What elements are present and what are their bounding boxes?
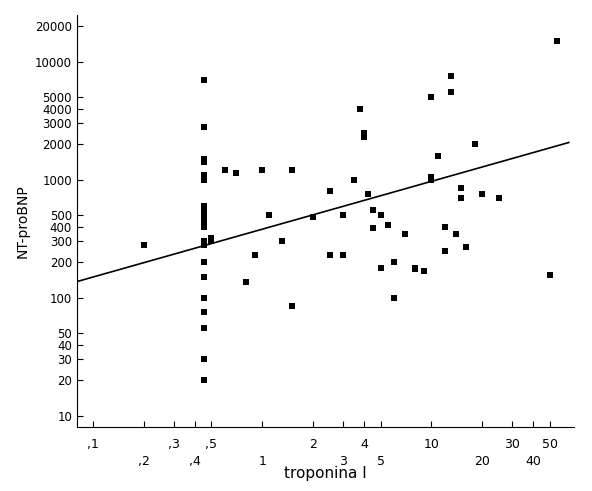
Point	[199, 308, 208, 316]
Point	[199, 376, 208, 384]
Point	[410, 265, 420, 273]
Point	[338, 251, 348, 259]
Point	[287, 302, 297, 310]
Point	[199, 238, 208, 246]
Point	[470, 140, 480, 148]
Point	[231, 168, 241, 176]
Point	[308, 214, 318, 221]
Text: 50: 50	[542, 438, 558, 451]
Point	[446, 88, 455, 96]
Point	[199, 123, 208, 131]
Point	[199, 355, 208, 363]
Point	[461, 243, 471, 251]
Point	[325, 187, 334, 195]
Point	[207, 238, 216, 246]
Point	[376, 211, 385, 219]
Point	[494, 194, 503, 202]
Point	[199, 325, 208, 332]
Point	[338, 211, 348, 219]
Point	[265, 211, 274, 219]
Point	[446, 73, 455, 81]
Point	[419, 267, 429, 274]
Point	[456, 184, 466, 192]
Text: ,2: ,2	[139, 455, 150, 468]
Point	[376, 264, 385, 272]
Point	[199, 202, 208, 210]
Point	[363, 191, 372, 198]
Point	[199, 308, 208, 316]
Text: 5: 5	[377, 455, 385, 468]
Point	[199, 294, 208, 301]
Point	[545, 272, 554, 279]
Point	[552, 37, 561, 45]
Text: ,3: ,3	[168, 438, 180, 451]
Point	[440, 247, 449, 255]
Text: 10: 10	[423, 438, 439, 451]
Point	[456, 194, 466, 202]
Point	[359, 129, 369, 136]
Point	[199, 176, 208, 184]
Point	[199, 241, 208, 249]
Text: troponina I: troponina I	[284, 466, 367, 481]
Point	[199, 217, 208, 224]
Point	[258, 166, 267, 174]
Point	[359, 133, 369, 141]
Point	[207, 234, 216, 242]
Point	[287, 166, 297, 174]
Point	[427, 173, 436, 181]
Point	[389, 294, 398, 301]
Point	[427, 176, 436, 184]
Point	[350, 176, 359, 184]
Text: 30: 30	[504, 438, 520, 451]
Point	[410, 264, 420, 272]
Point	[427, 93, 436, 101]
Point	[199, 171, 208, 179]
Text: 4: 4	[360, 438, 368, 451]
Point	[199, 211, 208, 219]
Point	[220, 166, 230, 174]
Point	[140, 241, 149, 249]
Point	[400, 230, 410, 238]
Point	[199, 258, 208, 266]
Point	[250, 251, 259, 259]
Text: ,4: ,4	[189, 455, 201, 468]
Point	[440, 223, 449, 231]
Point	[199, 159, 208, 166]
Text: ,1: ,1	[88, 438, 99, 451]
Point	[368, 224, 378, 232]
Text: 20: 20	[474, 455, 490, 468]
Point	[383, 221, 392, 229]
Text: ,5: ,5	[205, 438, 217, 451]
Point	[199, 76, 208, 84]
Text: 2: 2	[309, 438, 317, 451]
Point	[242, 278, 251, 286]
Point	[199, 223, 208, 231]
Point	[368, 206, 378, 214]
Point	[199, 155, 208, 163]
Point	[277, 238, 287, 246]
Text: 1: 1	[259, 455, 266, 468]
Text: 40: 40	[525, 455, 541, 468]
Point	[389, 258, 398, 266]
Y-axis label: NT-proBNP: NT-proBNP	[15, 184, 30, 258]
Point	[356, 105, 365, 112]
Point	[451, 230, 461, 238]
Text: 3: 3	[339, 455, 347, 468]
Point	[325, 251, 334, 259]
Point	[434, 152, 443, 160]
Point	[478, 191, 487, 198]
Point	[199, 273, 208, 281]
Point	[199, 206, 208, 214]
